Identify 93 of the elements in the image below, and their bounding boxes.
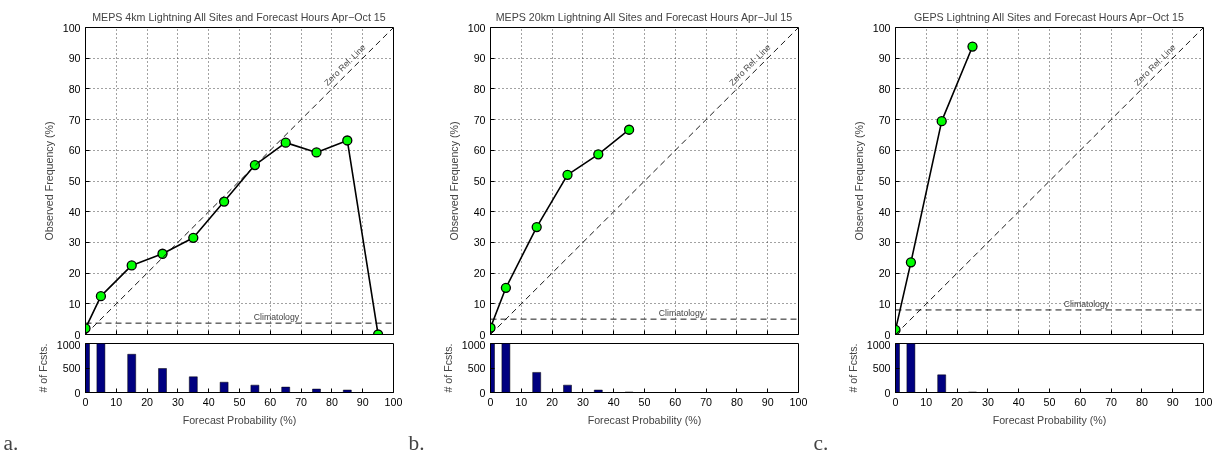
y-tick-label: 50: [878, 175, 891, 187]
y-tick-label: 20: [878, 267, 891, 280]
x-tick-label: 60: [1074, 395, 1087, 408]
x-tick-label: 80: [730, 395, 743, 408]
y-tick-label: 60: [68, 144, 81, 157]
y-tick-label: 40: [68, 205, 81, 218]
x-tick-label: 30: [171, 395, 184, 408]
x-tick-label: 40: [1012, 395, 1025, 408]
y-tick-label: 0: [884, 328, 891, 341]
y-tick-label: 80: [473, 82, 486, 95]
x-tick-label: 20: [141, 395, 154, 408]
x-tick-label: 60: [264, 395, 277, 408]
y-tick-label: 20: [68, 267, 81, 280]
y-tick-label: 500: [62, 362, 81, 374]
y-tick-label: 90: [68, 52, 81, 65]
y-tick-label: 70: [68, 113, 81, 126]
y-tick-label: 70: [473, 113, 486, 126]
x-axis-title: Forecast Probability (%): [182, 413, 297, 426]
y-axis-title: # of Fcsts.: [36, 343, 49, 393]
x-tick-label: 50: [638, 395, 651, 408]
x-axis-title: Forecast Probability (%): [587, 413, 702, 426]
y-tick-label: 10: [68, 297, 81, 310]
y-tick-label: 500: [872, 362, 891, 374]
y-tick-label: 100: [62, 21, 81, 34]
y-tick-label: 50: [68, 175, 81, 187]
y-tick-label: 80: [878, 82, 891, 95]
y-tick-label: 60: [878, 144, 891, 157]
x-tick-label: 50: [1043, 395, 1056, 408]
y-axis-title: Observed Frequency (%): [852, 121, 865, 241]
x-tick-label: 20: [546, 395, 559, 408]
y-tick-label: 10: [878, 297, 891, 310]
x-tick-label: 0: [892, 395, 899, 408]
y-axis-title: # of Fcsts.: [846, 343, 859, 393]
chart-title: MEPS 20km Lightning All Sites and Forecast Hours Apr−Jul 15: [495, 10, 793, 23]
x-tick-label: 20: [951, 395, 964, 408]
y-tick-label: 0: [74, 328, 81, 341]
y-tick-label: 0: [479, 386, 486, 399]
y-tick-label: 90: [473, 52, 486, 65]
x-tick-label: 40: [202, 395, 215, 408]
x-tick-label: 30: [981, 395, 994, 408]
y-tick-label: 10: [473, 297, 486, 310]
y-axis-title: Observed Frequency (%): [447, 121, 460, 241]
chart-title: MEPS 4km Lightning All Sites and Forecast Hours Apr−Oct 15: [92, 10, 386, 23]
x-tick-label: 40: [607, 395, 620, 408]
y-tick-label: 100: [872, 21, 891, 34]
x-tick-label: 70: [1105, 395, 1118, 408]
x-tick-label: 100: [1194, 395, 1213, 408]
y-tick-label: 1000: [461, 338, 486, 351]
y-axis-title: Observed Frequency (%): [42, 121, 55, 241]
x-tick-label: 80: [1135, 395, 1148, 408]
x-tick-label: 50: [233, 395, 246, 408]
y-axis-title: # of Fcsts.: [441, 343, 454, 393]
y-tick-label: 1000: [56, 338, 81, 351]
ref-line-label: Climatology: [253, 312, 300, 323]
x-axis-title: Forecast Probability (%): [992, 413, 1107, 426]
x-tick-label: 0: [82, 395, 89, 408]
x-tick-label: 30: [576, 395, 589, 408]
x-tick-label: 90: [761, 395, 774, 408]
y-tick-label: 0: [884, 386, 891, 399]
x-tick-label: 100: [384, 395, 403, 408]
y-tick-label: 70: [878, 113, 891, 126]
y-tick-label: 0: [479, 328, 486, 341]
x-tick-label: 70: [295, 395, 308, 408]
x-tick-label: 90: [1166, 395, 1179, 408]
y-tick-label: 40: [878, 205, 891, 218]
x-tick-label: 10: [920, 395, 933, 408]
y-tick-label: 30: [68, 236, 81, 249]
y-tick-label: 1000: [866, 338, 891, 351]
x-tick-label: 80: [325, 395, 338, 408]
text: a.: [3, 430, 19, 454]
y-tick-label: 30: [473, 236, 486, 249]
text: b.: [408, 430, 425, 454]
y-tick-label: 30: [878, 236, 891, 249]
y-tick-label: 500: [467, 362, 486, 374]
y-tick-label: 80: [68, 82, 81, 95]
x-tick-label: 10: [515, 395, 528, 408]
y-tick-label: 60: [473, 144, 486, 157]
chart-title: GEPS Lightning All Sites and Forecast Hours Apr−Oct 15: [914, 10, 1184, 23]
x-tick-label: 70: [700, 395, 713, 408]
x-tick-label: 90: [356, 395, 369, 408]
x-tick-label: 10: [110, 395, 123, 408]
x-tick-label: 60: [669, 395, 682, 408]
y-tick-label: 20: [473, 267, 486, 280]
y-tick-label: 100: [467, 21, 486, 34]
y-tick-label: 50: [473, 175, 486, 187]
x-tick-label: 0: [487, 395, 494, 408]
y-tick-label: 0: [74, 386, 81, 399]
ref-line-label: Climatology: [658, 308, 705, 319]
y-tick-label: 90: [878, 52, 891, 65]
y-tick-label: 40: [473, 205, 486, 218]
ref-line-label: Climatology: [1063, 298, 1110, 309]
text: c.: [813, 430, 829, 454]
x-tick-label: 100: [789, 395, 808, 408]
